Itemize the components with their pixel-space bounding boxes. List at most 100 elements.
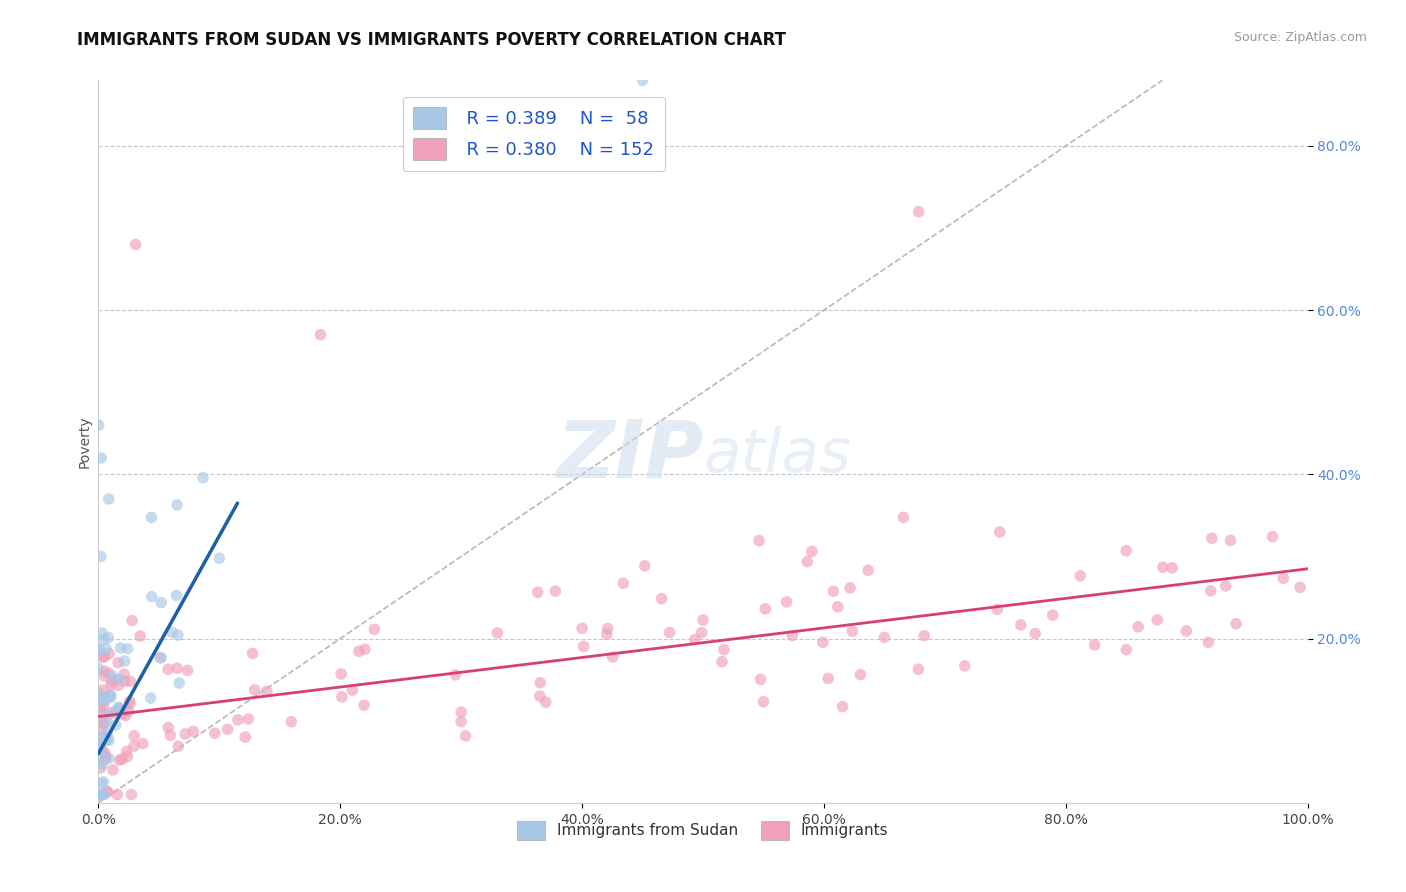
Point <box>159 728 181 742</box>
Text: ZIP: ZIP <box>555 417 703 495</box>
Point <box>124 237 146 252</box>
Point <box>754 602 776 616</box>
Point <box>91 650 114 665</box>
Point <box>658 625 681 640</box>
Point <box>243 682 266 697</box>
Point <box>166 498 188 512</box>
Point <box>118 694 141 708</box>
Point <box>117 749 139 764</box>
Point <box>827 599 849 614</box>
Point <box>89 723 111 738</box>
Point <box>612 576 634 591</box>
Point <box>953 659 976 673</box>
Point <box>129 629 152 643</box>
Point <box>96 784 118 798</box>
Point <box>800 544 823 558</box>
Point <box>141 590 163 604</box>
Point <box>96 726 118 740</box>
Point <box>811 635 834 649</box>
Point <box>91 683 114 698</box>
Point <box>107 700 129 714</box>
Point <box>596 622 619 636</box>
Point <box>160 625 183 640</box>
Point <box>94 746 117 760</box>
Point <box>208 551 231 566</box>
Point <box>174 727 197 741</box>
Point <box>796 555 818 569</box>
Point <box>1128 620 1150 634</box>
Point <box>141 510 163 524</box>
Point <box>1084 638 1107 652</box>
Point <box>89 642 111 657</box>
Point <box>713 642 735 657</box>
Point <box>98 647 121 661</box>
Point <box>87 687 110 701</box>
Point <box>748 533 770 548</box>
Point <box>107 656 129 670</box>
Point <box>91 775 114 789</box>
Point <box>87 661 110 675</box>
Point <box>87 418 110 433</box>
Point <box>873 631 896 645</box>
Point <box>89 788 111 802</box>
Point <box>108 672 131 686</box>
Point <box>166 589 188 603</box>
Point <box>93 715 115 730</box>
Point <box>841 624 863 639</box>
Point <box>150 650 173 665</box>
Point <box>1289 580 1312 594</box>
Point <box>93 664 115 678</box>
Point <box>87 735 110 749</box>
Point <box>117 641 139 656</box>
Point <box>571 621 593 635</box>
Point <box>529 689 551 703</box>
Point <box>105 673 128 687</box>
Point <box>849 667 872 681</box>
Point <box>242 646 264 660</box>
Point <box>91 693 114 707</box>
Point <box>100 674 122 689</box>
Point <box>1199 583 1222 598</box>
Point <box>93 698 115 713</box>
Point <box>97 491 120 506</box>
Point <box>90 450 112 465</box>
Point <box>89 788 111 802</box>
Point <box>238 712 260 726</box>
Text: Source: ZipAtlas.com: Source: ZipAtlas.com <box>1233 31 1367 45</box>
Point <box>114 708 136 723</box>
Point <box>120 674 142 689</box>
Point <box>91 730 114 744</box>
Point <box>1197 635 1219 649</box>
Point <box>98 733 121 747</box>
Point <box>121 614 143 628</box>
Point <box>1261 530 1284 544</box>
Point <box>90 739 112 753</box>
Point <box>353 698 375 713</box>
Point <box>988 524 1011 539</box>
Point <box>167 739 190 754</box>
Point <box>90 761 112 775</box>
Point <box>1024 626 1046 640</box>
Point <box>112 667 135 681</box>
Point <box>122 729 145 743</box>
Point <box>114 674 136 689</box>
Point <box>775 595 797 609</box>
Point <box>93 669 115 683</box>
Point <box>204 726 226 740</box>
Point <box>96 785 118 799</box>
Point <box>90 712 112 726</box>
Point <box>93 717 115 731</box>
Point <box>89 750 111 764</box>
Point <box>166 661 188 675</box>
Point <box>692 613 714 627</box>
Point <box>1010 618 1032 632</box>
Point <box>529 675 551 690</box>
Point <box>96 731 118 745</box>
Point <box>115 745 138 759</box>
Point <box>526 585 548 599</box>
Point <box>96 715 118 730</box>
Point <box>1225 616 1247 631</box>
Text: IMMIGRANTS FROM SUDAN VS IMMIGRANTS POVERTY CORRELATION CHART: IMMIGRANTS FROM SUDAN VS IMMIGRANTS POVE… <box>77 31 786 49</box>
Point <box>817 672 839 686</box>
Point <box>100 678 122 692</box>
